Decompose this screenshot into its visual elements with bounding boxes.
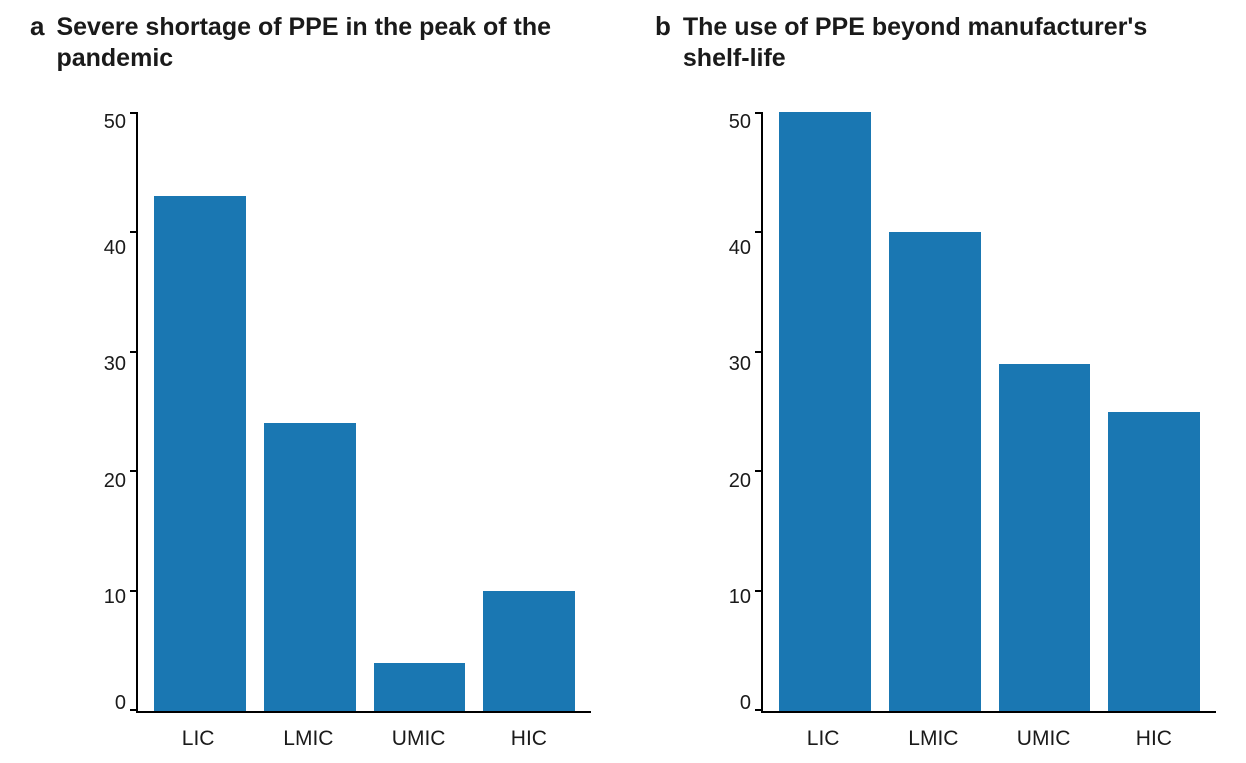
panel-b-tick-marks bbox=[755, 112, 763, 711]
tick-mark bbox=[130, 112, 138, 114]
panel-a-title: Severe shortage of PPE in the peak of th… bbox=[56, 12, 591, 75]
xlabel: LIC bbox=[152, 727, 244, 751]
panel-b-plot-outer: 50 40 30 20 10 0 bbox=[713, 112, 1216, 751]
tick-mark bbox=[130, 709, 138, 711]
xlabel: LMIC bbox=[262, 727, 354, 751]
panel-b-header: b The use of PPE beyond manufacturer's s… bbox=[655, 12, 1216, 82]
panel-b-plot-row: 50 40 30 20 10 0 bbox=[713, 112, 1216, 713]
ytick-label: 0 bbox=[740, 693, 751, 713]
panel-b-yticks: 50 40 30 20 10 0 bbox=[713, 112, 761, 713]
bar-hic bbox=[1108, 412, 1200, 712]
ytick-label: 10 bbox=[104, 587, 126, 607]
tick-mark bbox=[130, 590, 138, 592]
panel-a-tick-marks bbox=[130, 112, 138, 711]
xaxis-spacer bbox=[713, 727, 761, 751]
panel-b-chart-area: Percentage of survey respondents 50 40 3… bbox=[655, 112, 1216, 751]
xlabel: LIC bbox=[777, 727, 869, 751]
ytick-label: 50 bbox=[729, 112, 751, 132]
tick-mark bbox=[755, 709, 763, 711]
panel-a-plot-row: 50 40 30 20 10 0 bbox=[88, 112, 591, 713]
panels-container: a Severe shortage of PPE in the peak of … bbox=[30, 12, 1216, 751]
panel-a: a Severe shortage of PPE in the peak of … bbox=[30, 12, 591, 751]
panel-a-header: a Severe shortage of PPE in the peak of … bbox=[30, 12, 591, 82]
panel-a-chart-area: Percentage of survey respondents 50 40 3… bbox=[30, 112, 591, 751]
panel-b-title: The use of PPE beyond manufacturer's she… bbox=[683, 12, 1216, 75]
bar-umic bbox=[374, 663, 466, 711]
xlabel: LMIC bbox=[887, 727, 979, 751]
panel-b-xaxis-row: LIC LMIC UMIC HIC bbox=[713, 727, 1216, 751]
bar-lmic bbox=[889, 232, 981, 711]
panel-b-letter: b bbox=[655, 12, 671, 42]
xlabel: UMIC bbox=[998, 727, 1090, 751]
ytick-label: 20 bbox=[104, 471, 126, 491]
bar-hic bbox=[483, 591, 575, 711]
panel-b-ylabel-wrap: Percentage of survey respondents bbox=[685, 112, 713, 751]
panel-a-ylabel-wrap: Percentage of survey respondents bbox=[60, 112, 88, 751]
ytick-label: 0 bbox=[115, 693, 126, 713]
tick-mark bbox=[755, 112, 763, 114]
tick-mark bbox=[755, 231, 763, 233]
ytick-label: 50 bbox=[104, 112, 126, 132]
tick-mark bbox=[755, 351, 763, 353]
ytick-label: 20 bbox=[729, 471, 751, 491]
panel-b-xlabels: LIC LMIC UMIC HIC bbox=[761, 727, 1216, 751]
panel-b-plot bbox=[761, 112, 1216, 713]
bar-umic bbox=[999, 364, 1091, 711]
tick-mark bbox=[755, 470, 763, 472]
tick-mark bbox=[130, 470, 138, 472]
ytick-label: 30 bbox=[729, 354, 751, 374]
bar-lic bbox=[779, 112, 871, 711]
tick-mark bbox=[130, 351, 138, 353]
xlabel: UMIC bbox=[373, 727, 465, 751]
bar-lic bbox=[154, 196, 246, 711]
ytick-label: 10 bbox=[729, 587, 751, 607]
tick-mark bbox=[755, 590, 763, 592]
panel-a-plot bbox=[136, 112, 591, 713]
panel-a-yticks: 50 40 30 20 10 0 bbox=[88, 112, 136, 713]
panel-b: b The use of PPE beyond manufacturer's s… bbox=[655, 12, 1216, 751]
tick-mark bbox=[130, 231, 138, 233]
bar-lmic bbox=[264, 423, 356, 711]
panel-a-plot-outer: 50 40 30 20 10 0 bbox=[88, 112, 591, 751]
ytick-label: 30 bbox=[104, 354, 126, 374]
panel-a-xlabels: LIC LMIC UMIC HIC bbox=[136, 727, 591, 751]
panel-a-letter: a bbox=[30, 12, 44, 42]
ytick-label: 40 bbox=[104, 238, 126, 258]
xaxis-spacer bbox=[88, 727, 136, 751]
xlabel: HIC bbox=[1108, 727, 1200, 751]
xlabel: HIC bbox=[483, 727, 575, 751]
panel-a-xaxis-row: LIC LMIC UMIC HIC bbox=[88, 727, 591, 751]
ytick-label: 40 bbox=[729, 238, 751, 258]
